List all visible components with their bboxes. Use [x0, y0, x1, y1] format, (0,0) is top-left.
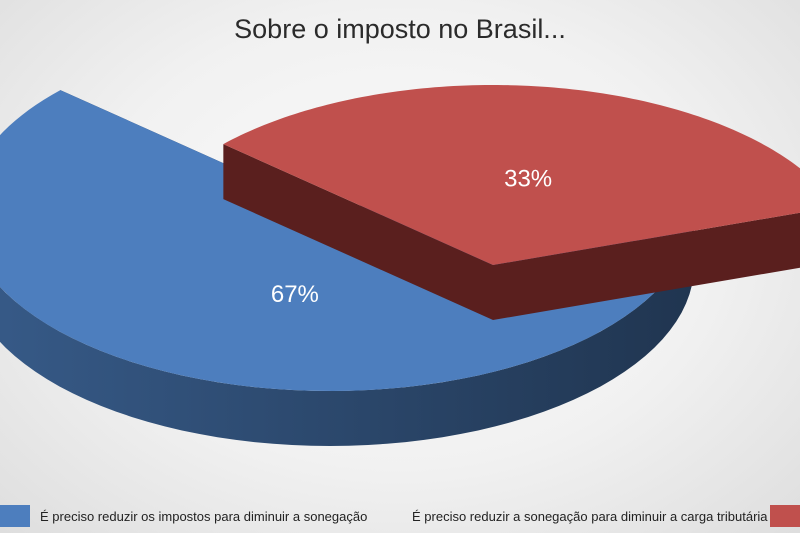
legend-item-reduzir-sonegacao: É preciso reduzir a sonegação para dimin… — [400, 505, 800, 529]
legend-label: É preciso reduzir os impostos para dimin… — [40, 509, 368, 524]
legend-swatch-blue — [0, 505, 30, 527]
slice-inner-wall — [493, 212, 800, 320]
slice-inner-wall — [223, 144, 494, 320]
chart-title: Sobre o imposto no Brasil... — [234, 14, 566, 44]
slice-value-label: 67% — [271, 281, 319, 308]
chart-legend: É preciso reduzir os impostos para dimin… — [0, 505, 800, 529]
pie-slice-reduzir-sonegacao — [223, 85, 800, 320]
slice-top — [223, 85, 800, 265]
legend-item-reduzir-impostos: É preciso reduzir os impostos para dimin… — [0, 505, 380, 529]
slice-outer-wall — [0, 211, 694, 446]
legend-label: É preciso reduzir a sonegação para dimin… — [412, 509, 768, 524]
legend-swatch-red — [770, 505, 800, 527]
slice-value-label: 33% — [504, 166, 552, 193]
